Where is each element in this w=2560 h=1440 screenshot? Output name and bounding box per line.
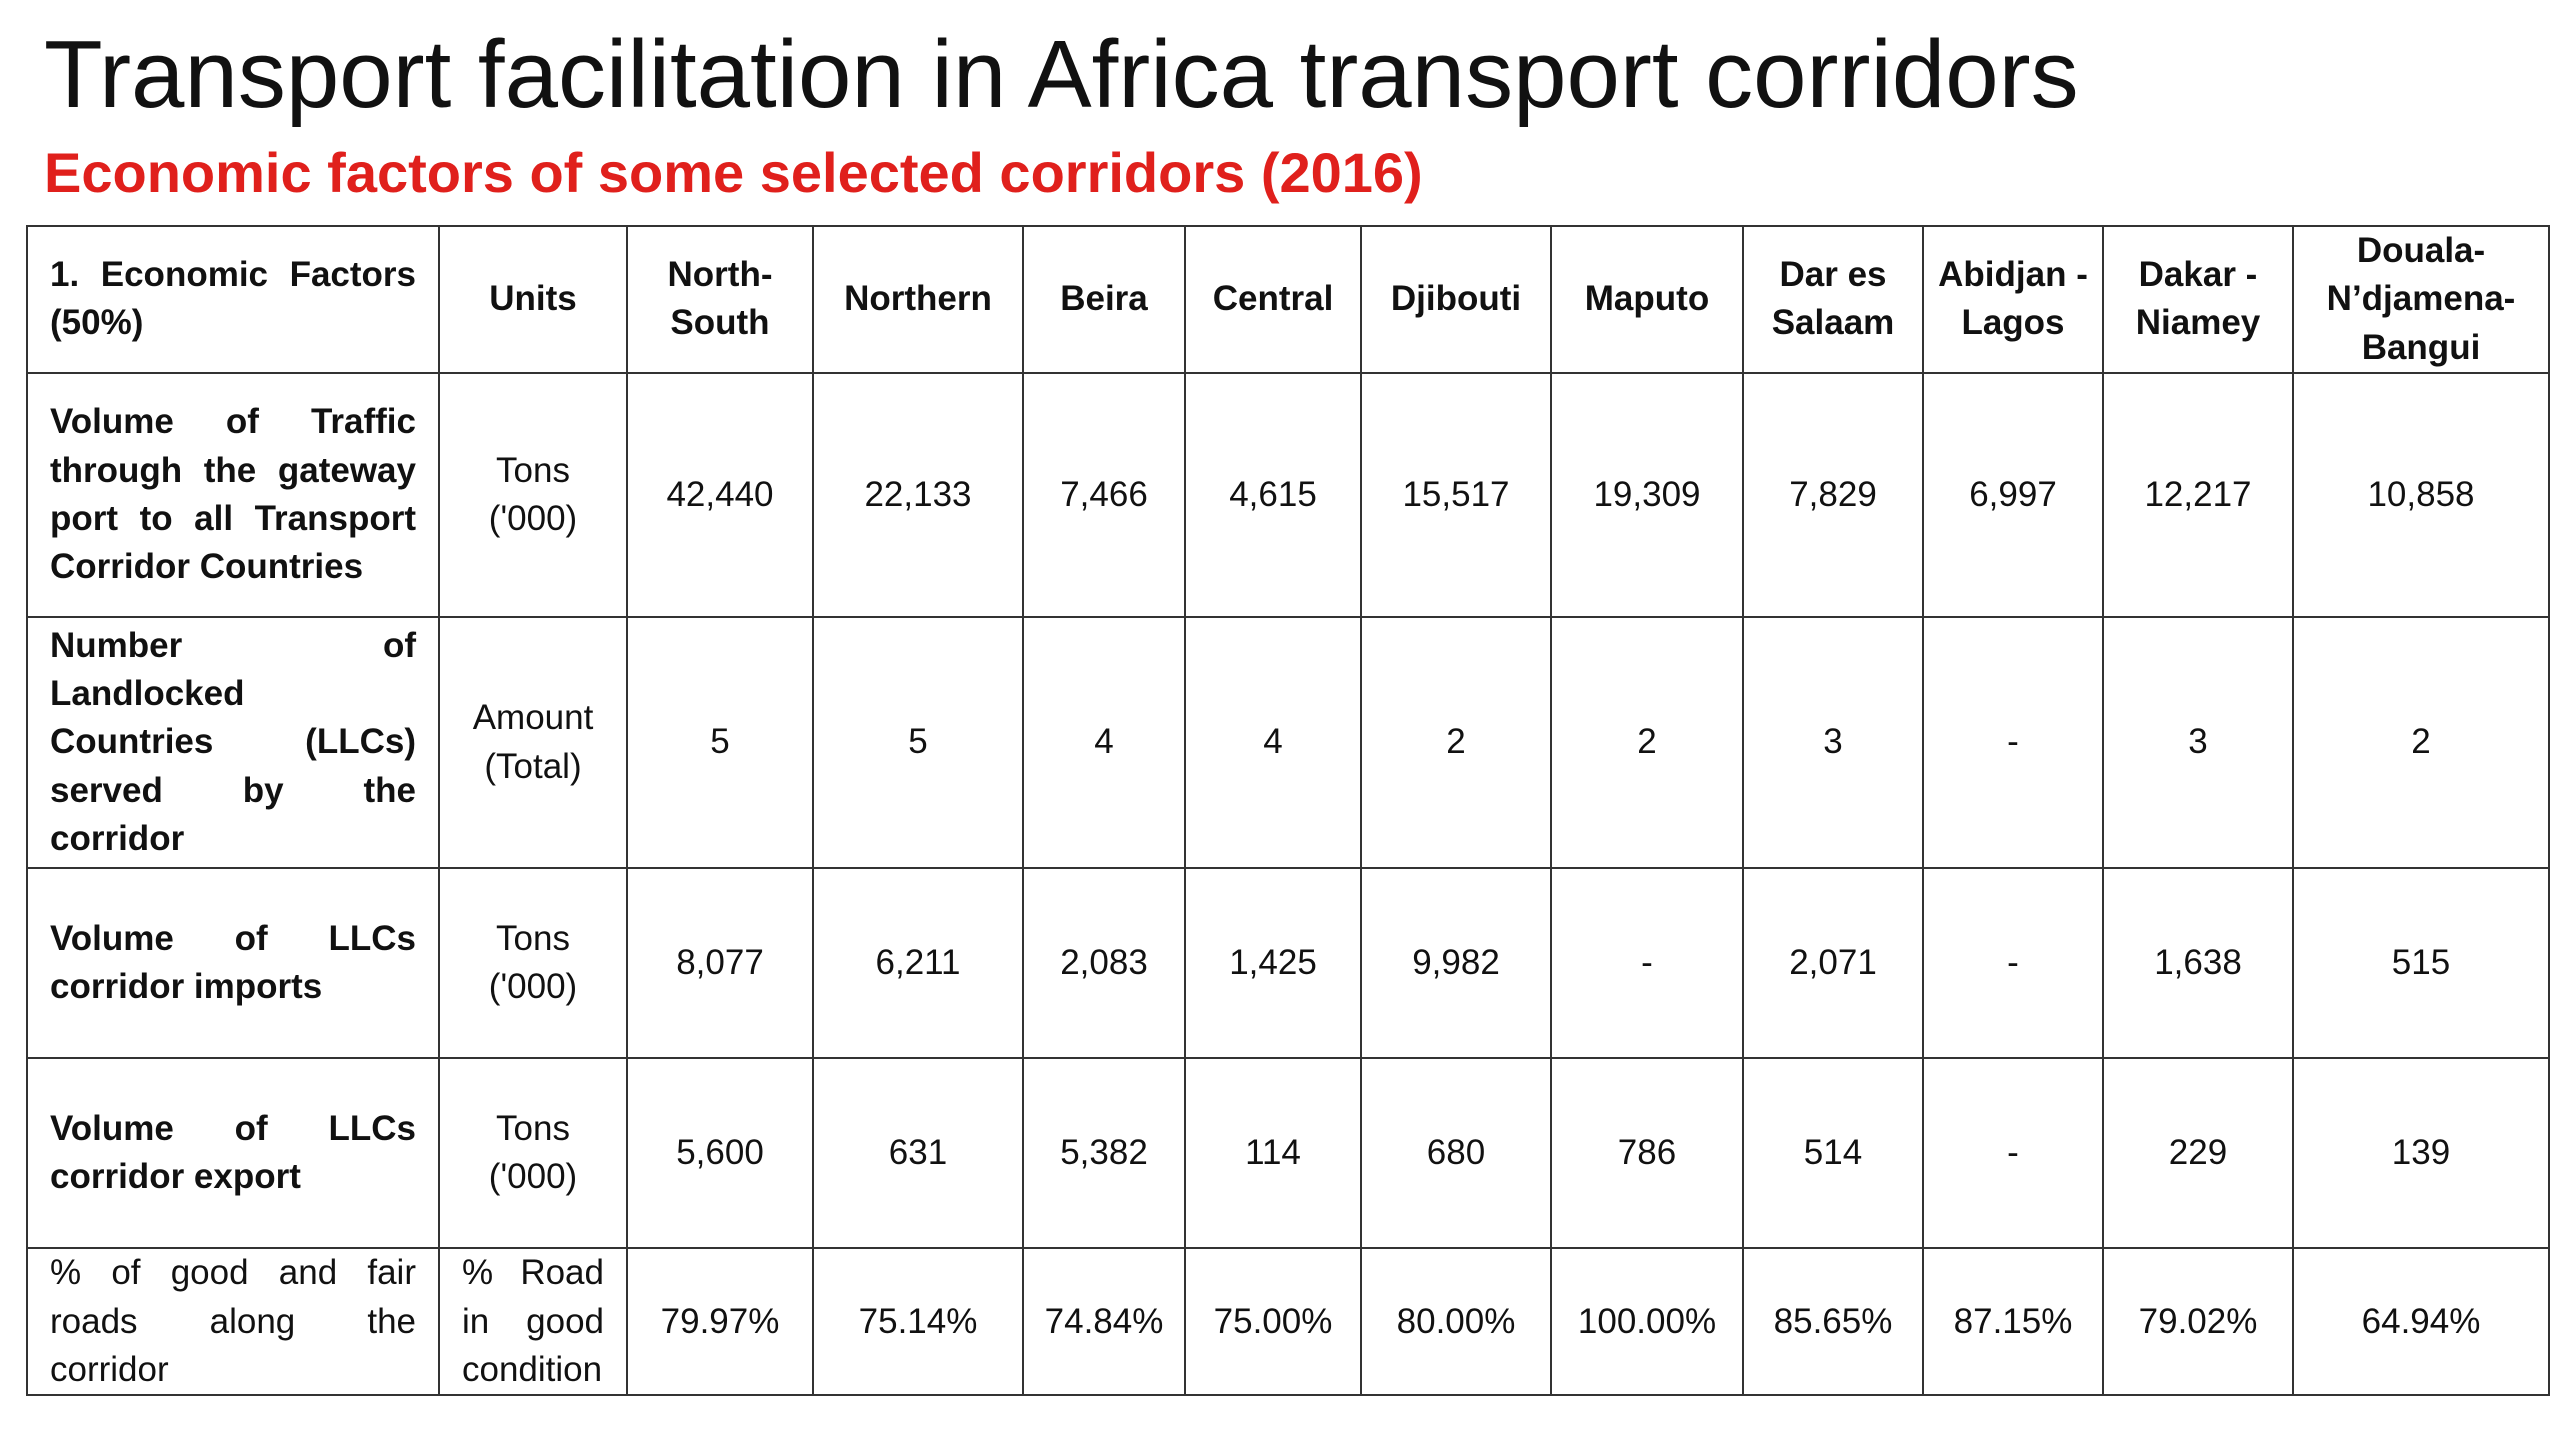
header-factor: 1. Economic Factors (50%) xyxy=(26,225,440,374)
table-cell: 4,615 xyxy=(1184,371,1362,618)
table-cell: 12,217 xyxy=(2102,371,2294,618)
table-cell: - xyxy=(1922,615,2104,870)
header-corridor: Djibouti xyxy=(1360,225,1552,374)
header-corridor: Maputo xyxy=(1550,225,1744,374)
row-factor: % of good and fair roads along the corri… xyxy=(26,1247,440,1397)
table-cell: 6,997 xyxy=(1922,371,2104,618)
row-unit: Amount (Total) xyxy=(438,615,628,870)
table-cell: 3 xyxy=(1742,615,1924,870)
table-header-row: 1. Economic Factors (50%) Units North-So… xyxy=(26,225,2550,374)
header-corridor: Northern xyxy=(812,225,1024,374)
table-cell: 2,083 xyxy=(1022,867,1186,1060)
table-cell: 75.14% xyxy=(812,1247,1024,1397)
table-cell: 5 xyxy=(626,615,814,870)
table-cell: 75.00% xyxy=(1184,1247,1362,1397)
table-cell: 100.00% xyxy=(1550,1247,1744,1397)
table-row: % of good and fair roads along the corri… xyxy=(26,1247,2550,1397)
table-cell: 229 xyxy=(2102,1057,2294,1250)
table-cell: 1,425 xyxy=(1184,867,1362,1060)
table-cell: 79.97% xyxy=(626,1247,814,1397)
table-cell: 79.02% xyxy=(2102,1247,2294,1397)
table-cell: 515 xyxy=(2292,867,2550,1060)
table-cell: 5,382 xyxy=(1022,1057,1186,1250)
slide-subtitle: Economic factors of some selected corrid… xyxy=(44,141,1423,204)
table-cell: 1,638 xyxy=(2102,867,2294,1060)
header-corridor: Abidjan - Lagos xyxy=(1922,225,2104,374)
table-cell: 5,600 xyxy=(626,1057,814,1250)
row-factor: Number of Landlocked Countries (LLCs) se… xyxy=(26,615,440,870)
table-cell: 2 xyxy=(2292,615,2550,870)
row-unit: % Road in good condition xyxy=(438,1247,628,1397)
table-row: Volume of LLCs corridor imports Tons ('0… xyxy=(26,867,2550,1060)
table-cell: 15,517 xyxy=(1360,371,1552,618)
table-cell: 9,982 xyxy=(1360,867,1552,1060)
table-cell: 4 xyxy=(1022,615,1186,870)
header-corridor: Dar es Salaam xyxy=(1742,225,1924,374)
table-cell: 85.65% xyxy=(1742,1247,1924,1397)
table-cell: 631 xyxy=(812,1057,1024,1250)
table-cell: 5 xyxy=(812,615,1024,870)
table-row: Number of Landlocked Countries (LLCs) se… xyxy=(26,615,2550,870)
header-corridor: Central xyxy=(1184,225,1362,374)
row-unit: Tons ('000) xyxy=(438,867,628,1060)
table-cell: 114 xyxy=(1184,1057,1362,1250)
table-cell: 22,133 xyxy=(812,371,1024,618)
table-cell: 6,211 xyxy=(812,867,1024,1060)
table-cell: 80.00% xyxy=(1360,1247,1552,1397)
table-cell: 42,440 xyxy=(626,371,814,618)
table-cell: 514 xyxy=(1742,1057,1924,1250)
table-cell: 10,858 xyxy=(2292,371,2550,618)
table-row: Volume of Traffic through the gateway po… xyxy=(26,371,2550,618)
table-cell: 4 xyxy=(1184,615,1362,870)
table-cell: - xyxy=(1550,867,1744,1060)
economic-factors-table: 1. Economic Factors (50%) Units North-So… xyxy=(26,225,2550,1397)
row-unit: Tons ('000) xyxy=(438,1057,628,1250)
table-cell: 64.94% xyxy=(2292,1247,2550,1397)
table-cell: 2 xyxy=(1360,615,1552,870)
table-row: Volume of LLCs corridor export Tons ('00… xyxy=(26,1057,2550,1250)
table-cell: 139 xyxy=(2292,1057,2550,1250)
table-cell: 786 xyxy=(1550,1057,1744,1250)
table-cell: 7,829 xyxy=(1742,371,1924,618)
table-cell: 87.15% xyxy=(1922,1247,2104,1397)
header-units: Units xyxy=(438,225,628,374)
table-cell: 74.84% xyxy=(1022,1247,1186,1397)
row-factor: Volume of Traffic through the gateway po… xyxy=(26,371,440,618)
economic-factors-table-container: 1. Economic Factors (50%) Units North-So… xyxy=(26,225,2550,1397)
table-cell: 19,309 xyxy=(1550,371,1744,618)
row-factor: Volume of LLCs corridor imports xyxy=(26,867,440,1060)
table-cell: 2,071 xyxy=(1742,867,1924,1060)
header-corridor: Douala-N’djamena-Bangui xyxy=(2292,225,2550,374)
header-corridor: North-South xyxy=(626,225,814,374)
table-cell: 680 xyxy=(1360,1057,1552,1250)
table-cell: 8,077 xyxy=(626,867,814,1060)
table-cell: - xyxy=(1922,867,2104,1060)
row-factor: Volume of LLCs corridor export xyxy=(26,1057,440,1250)
header-corridor: Beira xyxy=(1022,225,1186,374)
header-corridor: Dakar - Niamey xyxy=(2102,225,2294,374)
table-cell: 3 xyxy=(2102,615,2294,870)
slide-title: Transport facilitation in Africa transpo… xyxy=(44,21,2079,128)
table-cell: 7,466 xyxy=(1022,371,1186,618)
table-cell: 2 xyxy=(1550,615,1744,870)
table-cell: - xyxy=(1922,1057,2104,1250)
row-unit: Tons ('000) xyxy=(438,371,628,618)
